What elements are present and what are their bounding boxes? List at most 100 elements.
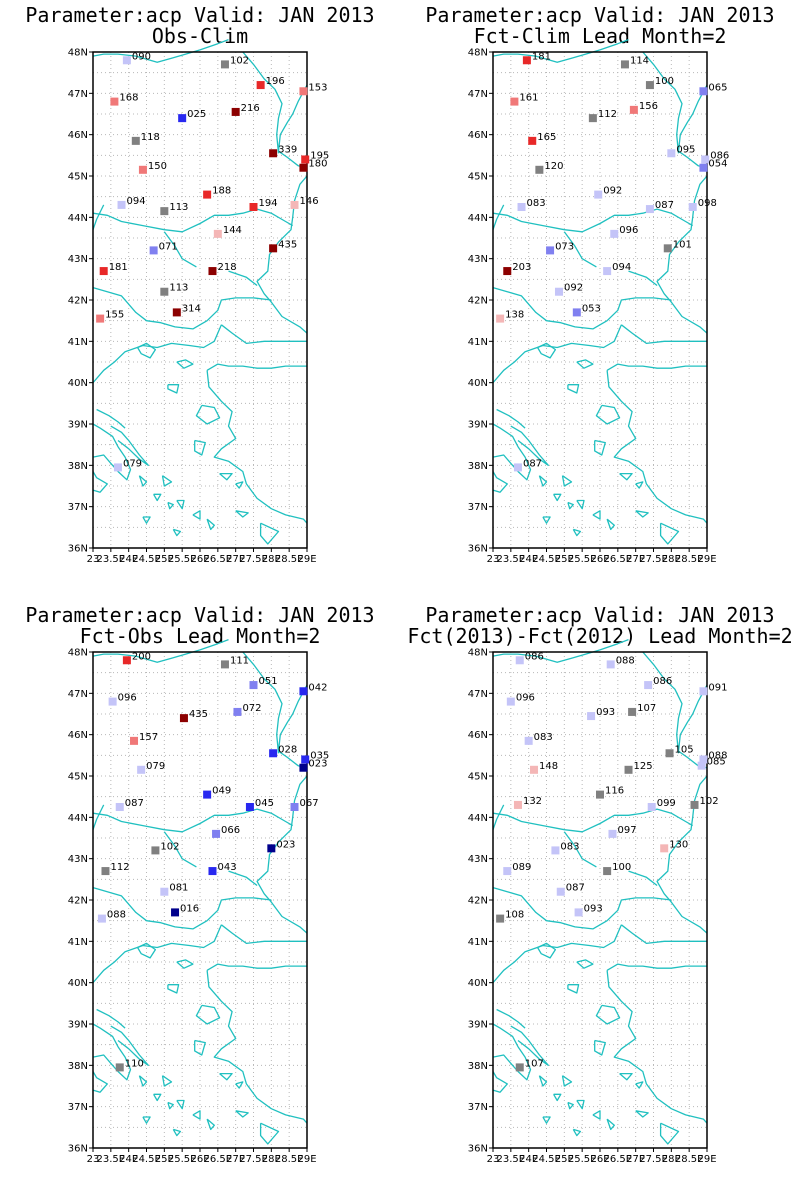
- x-tick-label: 24.5E: [532, 1154, 561, 1165]
- station-label: 089: [512, 862, 531, 873]
- coastline: [606, 370, 708, 524]
- station-marker: [249, 681, 258, 690]
- station-label: 113: [169, 202, 188, 213]
- station-label: 094: [612, 262, 631, 273]
- coastline: [206, 370, 308, 524]
- y-tick-label: 43N: [468, 254, 488, 265]
- station-marker: [645, 205, 654, 214]
- station-marker: [665, 749, 674, 758]
- y-tick-label: 42N: [468, 296, 488, 307]
- coastline: [206, 1118, 215, 1131]
- station-marker: [122, 56, 131, 65]
- coastline: [642, 51, 683, 154]
- station-marker: [690, 800, 699, 809]
- station-label: 083: [560, 841, 579, 852]
- station-marker: [620, 60, 629, 69]
- coastline: [538, 475, 548, 487]
- station-marker: [137, 765, 146, 774]
- coastline: [195, 1004, 221, 1025]
- panel-title-line1: Parameter:acp Valid: JAN 2013: [25, 603, 375, 627]
- y-tick-label: 45N: [68, 772, 88, 783]
- station-label: 105: [675, 744, 694, 755]
- y-tick-label: 48N: [68, 648, 88, 659]
- panel-fct2013-fct2012: Parameter:acp Valid: JAN 2013 Fct(2013)-…: [400, 600, 800, 1200]
- station-label: 086: [525, 651, 544, 662]
- x-tick-label: 23: [87, 1154, 100, 1165]
- station-marker: [160, 287, 169, 296]
- coastline: [635, 1081, 644, 1089]
- station-marker: [596, 790, 604, 799]
- panel-obs-clim: Parameter:acp Valid: JAN 2013 Obs-Clim 4…: [0, 0, 400, 600]
- station-label: 042: [308, 682, 327, 693]
- x-tick-label: 24E: [119, 554, 138, 565]
- y-tick-label: 36N: [68, 1144, 88, 1155]
- coastline: [219, 472, 233, 481]
- coastline: [235, 1081, 244, 1089]
- station-marker: [245, 803, 254, 811]
- coastlines: [92, 38, 308, 545]
- coastline: [277, 84, 308, 169]
- station-label: 087: [523, 458, 542, 469]
- coastline: [628, 270, 658, 287]
- coastline: [235, 481, 244, 489]
- x-tick-label: 23.5E: [97, 1154, 126, 1165]
- coastline: [553, 1093, 562, 1102]
- station-marker: [701, 155, 710, 164]
- x-tick-label: 23: [487, 1154, 500, 1165]
- x-tick-label: 24.5E: [132, 1154, 161, 1165]
- station-label: 188: [212, 186, 231, 197]
- coastline: [635, 510, 649, 518]
- coastline: [510, 425, 549, 466]
- y-tick-label: 48N: [468, 648, 488, 659]
- x-tick-label: 25E: [555, 554, 574, 565]
- y-tick-label: 39N: [68, 1020, 88, 1031]
- station-marker: [171, 908, 180, 917]
- coastline: [142, 1116, 151, 1124]
- coastline: [659, 1122, 680, 1145]
- coastline: [563, 231, 597, 268]
- coastline: [153, 493, 162, 502]
- station-marker: [663, 244, 672, 253]
- x-tick-label: 28E: [662, 554, 681, 565]
- coastline: [92, 208, 294, 233]
- coastline: [172, 1128, 182, 1137]
- station-label: 072: [242, 703, 261, 714]
- coastline: [167, 984, 180, 994]
- coastline: [176, 959, 194, 969]
- coastline: [167, 501, 174, 510]
- station-label: 025: [187, 109, 206, 120]
- station-marker: [131, 136, 140, 145]
- station-marker: [513, 463, 522, 472]
- coastline: [576, 1099, 585, 1110]
- x-tick-label: 28E: [262, 1154, 281, 1165]
- x-tick-label: 25.5E: [568, 1154, 597, 1165]
- y-tick-label: 37N: [468, 1102, 488, 1113]
- station-label: 092: [564, 283, 583, 294]
- coastline: [138, 1075, 148, 1087]
- coastline: [138, 475, 148, 487]
- x-tick-label: 23: [487, 554, 500, 565]
- x-tick-label: 28.5E: [275, 554, 304, 565]
- station-label: 086: [710, 150, 729, 161]
- x-tick-label: 26.5E: [604, 554, 633, 565]
- panel-title-line1: Parameter:acp Valid: JAN 2013: [425, 3, 775, 27]
- station-label: 181: [109, 262, 128, 273]
- y-tick-label: 40N: [68, 378, 88, 389]
- station-marker: [208, 867, 217, 876]
- station-label: 099: [657, 798, 676, 809]
- station-marker: [269, 149, 278, 158]
- station-marker: [149, 246, 158, 255]
- station-marker: [551, 846, 560, 855]
- station-label: 153: [308, 82, 327, 93]
- station-label: 107: [525, 1058, 544, 1069]
- coastline: [172, 528, 182, 537]
- station-marker: [603, 867, 612, 876]
- x-tick-label: 27E: [226, 554, 245, 565]
- y-tick-label: 43N: [68, 254, 88, 265]
- station-marker: [554, 287, 563, 296]
- station-map: 48N47N46N45N44N43N42N41N40N39N38N37N36N2…: [468, 638, 728, 1165]
- coastline: [153, 1093, 162, 1102]
- station-label: 112: [110, 862, 129, 873]
